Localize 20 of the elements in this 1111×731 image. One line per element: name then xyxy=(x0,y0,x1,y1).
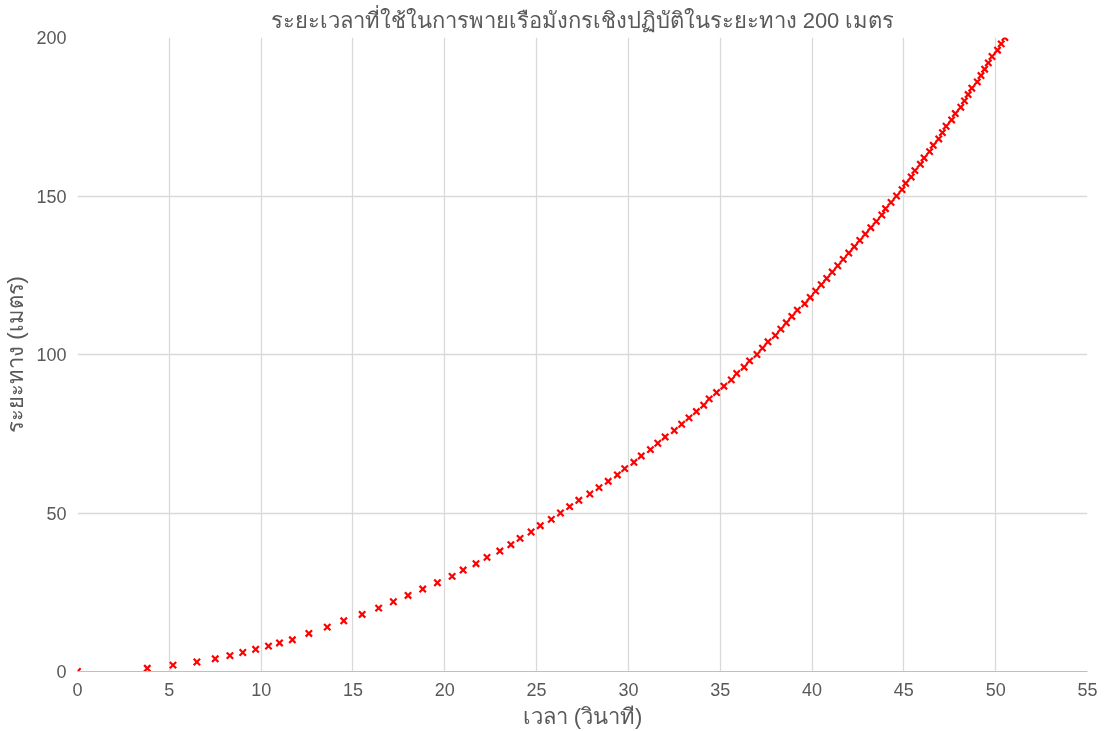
x-tick-label: 20 xyxy=(434,679,455,700)
x-tick-label: 0 xyxy=(72,679,83,700)
x-tick-label: 15 xyxy=(342,679,363,700)
y-tick-label: 150 xyxy=(36,186,67,207)
x-axis-title: เวลา (วินาที) xyxy=(522,703,643,729)
x-tick-label: 5 xyxy=(164,679,175,700)
x-tick-label: 50 xyxy=(985,679,1006,700)
chart-title: ระยะเวลาที่ใช้ในการพายเรือมังกรเชิงปฏิบัติในระยะทาง 200 เมตร xyxy=(270,4,895,33)
x-tick-label: 45 xyxy=(893,679,914,700)
y-axis-title: ระยะทาง (เมตร) xyxy=(3,276,29,433)
x-tick-label: 55 xyxy=(1077,679,1098,700)
y-tick-label: 100 xyxy=(36,345,67,365)
x-tick-label: 40 xyxy=(802,679,823,700)
y-tick-label: 200 xyxy=(36,28,67,48)
x-tick-label: 30 xyxy=(618,679,639,700)
x-tick-label: 25 xyxy=(526,679,547,700)
x-tick-label: 35 xyxy=(710,679,731,700)
y-tick-label: 0 xyxy=(56,662,67,682)
y-tick-label: 50 xyxy=(46,503,67,524)
x-tick-label: 10 xyxy=(251,679,272,700)
